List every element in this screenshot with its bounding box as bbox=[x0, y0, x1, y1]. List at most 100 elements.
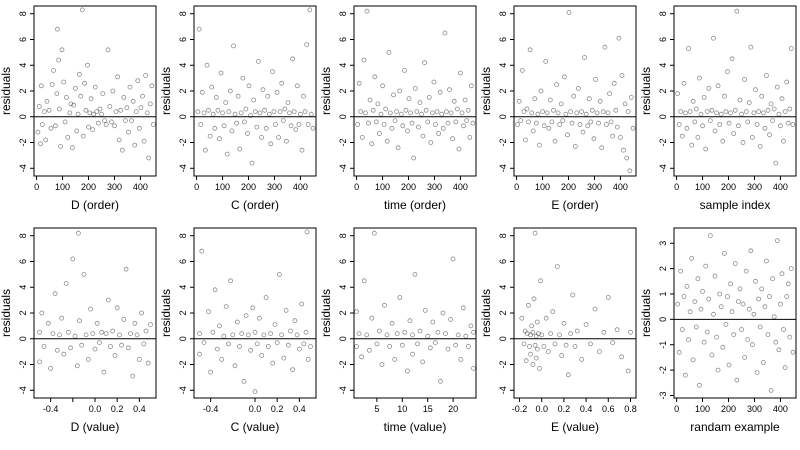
data-point bbox=[252, 109, 258, 114]
data-point bbox=[534, 319, 540, 325]
data-point bbox=[557, 122, 563, 127]
data-point bbox=[212, 125, 218, 131]
y-tick-label: 2 bbox=[338, 310, 348, 315]
data-point bbox=[554, 82, 559, 87]
data-point bbox=[74, 128, 80, 134]
data-point bbox=[537, 365, 542, 371]
data-point bbox=[389, 320, 395, 326]
y-tick-label: -4 bbox=[178, 164, 188, 172]
data-point bbox=[205, 309, 211, 315]
data-point bbox=[557, 332, 562, 338]
data-point bbox=[199, 89, 205, 95]
data-point bbox=[125, 345, 131, 351]
data-point bbox=[376, 328, 382, 334]
data-point bbox=[48, 125, 54, 131]
data-point bbox=[404, 368, 410, 374]
data-point bbox=[732, 261, 738, 266]
data-point bbox=[461, 123, 466, 129]
data-point bbox=[73, 86, 78, 91]
data-point bbox=[301, 341, 307, 347]
data-point bbox=[356, 80, 362, 86]
data-point bbox=[430, 319, 436, 325]
data-point bbox=[223, 100, 229, 105]
data-point bbox=[782, 109, 788, 114]
plot-frame bbox=[513, 227, 637, 399]
data-point bbox=[67, 110, 73, 116]
y-tick-label: 0 bbox=[658, 317, 668, 322]
data-point bbox=[546, 349, 551, 355]
x-tick-label: 0.4 bbox=[580, 404, 593, 414]
data-point bbox=[376, 131, 382, 136]
data-point bbox=[226, 109, 232, 114]
data-point bbox=[304, 42, 310, 47]
data-point bbox=[135, 78, 141, 84]
data-point bbox=[265, 93, 271, 99]
data-point bbox=[528, 351, 533, 357]
data-point bbox=[539, 332, 545, 338]
y-tick-label: 2 bbox=[658, 88, 668, 93]
plot-frame bbox=[673, 5, 797, 177]
data-point bbox=[689, 142, 695, 148]
y-tick-label: -2 bbox=[178, 139, 188, 147]
data-point bbox=[364, 8, 370, 14]
data-point bbox=[456, 146, 462, 152]
data-point bbox=[293, 127, 299, 133]
data-point bbox=[569, 120, 575, 126]
data-point bbox=[252, 329, 258, 335]
data-point bbox=[737, 97, 743, 103]
data-point bbox=[750, 134, 755, 140]
data-point bbox=[394, 331, 400, 337]
data-point bbox=[290, 367, 296, 373]
data-point bbox=[737, 286, 743, 292]
data-point bbox=[715, 367, 721, 373]
data-point bbox=[71, 102, 77, 108]
data-point bbox=[136, 356, 142, 362]
data-point bbox=[725, 294, 730, 299]
data-point bbox=[85, 356, 91, 362]
data-point bbox=[401, 68, 407, 73]
data-point bbox=[99, 111, 104, 117]
y-tick-label: 6 bbox=[338, 259, 348, 264]
y-axis-title: residuals bbox=[0, 67, 13, 115]
data-point bbox=[591, 136, 597, 142]
y-axis-title: residuals bbox=[479, 67, 493, 115]
data-point bbox=[394, 109, 400, 114]
y-tick-label: 2 bbox=[178, 88, 188, 93]
y-tick-label: 0 bbox=[338, 114, 348, 119]
panel-8: 5 10 15 20 -4 -2 0 2 4 6 8 time (value) residuals bbox=[319, 227, 477, 434]
data-point bbox=[100, 91, 106, 96]
data-point bbox=[262, 107, 268, 113]
data-point bbox=[103, 331, 109, 337]
data-point bbox=[443, 109, 449, 114]
y-tick-label: 8 bbox=[178, 233, 188, 238]
y-tick-label: 8 bbox=[18, 233, 28, 238]
data-point bbox=[706, 296, 712, 302]
data-point bbox=[85, 62, 90, 68]
y-tick-label: 1 bbox=[658, 291, 668, 296]
data-point bbox=[585, 123, 591, 129]
data-point bbox=[471, 365, 476, 371]
data-point bbox=[765, 107, 771, 113]
data-point bbox=[249, 160, 255, 166]
x-axis-title: randam example bbox=[690, 420, 780, 434]
data-point bbox=[745, 119, 751, 125]
x-tick-label: 100 bbox=[695, 404, 710, 414]
data-point bbox=[551, 107, 556, 113]
x-tick-label: 100 bbox=[375, 182, 390, 192]
data-point bbox=[588, 341, 593, 347]
data-point bbox=[773, 160, 779, 166]
data-point bbox=[61, 79, 66, 85]
data-point bbox=[127, 84, 133, 90]
data-point bbox=[748, 44, 754, 50]
data-point bbox=[216, 136, 222, 142]
data-point bbox=[712, 128, 718, 134]
data-point bbox=[270, 360, 276, 366]
data-point bbox=[686, 337, 691, 343]
data-point bbox=[435, 329, 441, 335]
data-point bbox=[237, 344, 242, 349]
data-point bbox=[757, 143, 763, 149]
data-point bbox=[690, 98, 696, 104]
data-point bbox=[373, 119, 379, 125]
data-point bbox=[82, 80, 87, 86]
points-group bbox=[35, 7, 156, 161]
